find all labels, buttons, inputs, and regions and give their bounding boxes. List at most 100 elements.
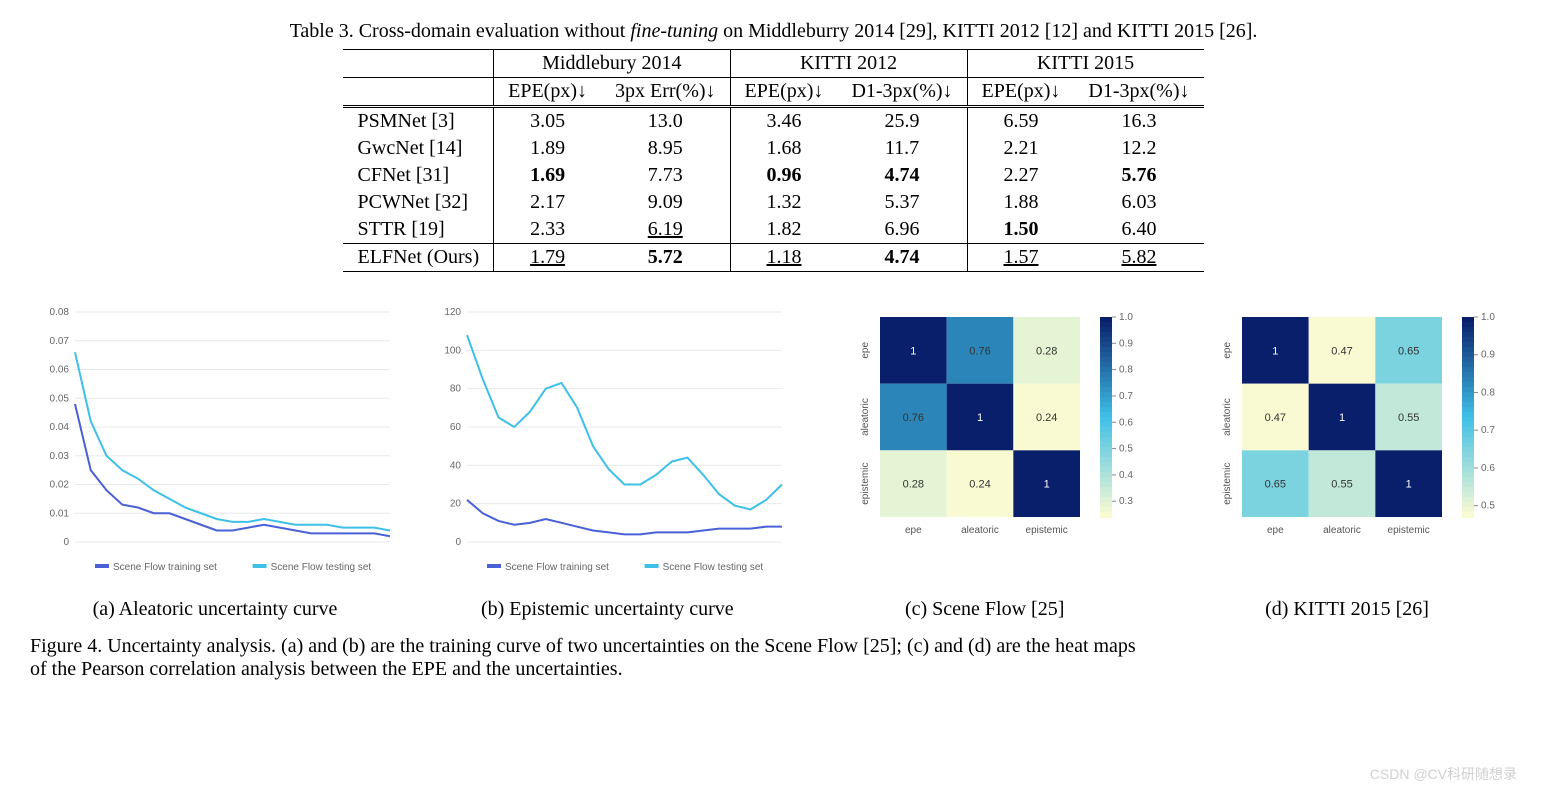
svg-text:0.28: 0.28 [1036,345,1057,357]
svg-text:1.0: 1.0 [1119,312,1133,323]
table-cell: 1.79 [494,244,601,272]
svg-text:0.05: 0.05 [50,393,70,404]
svg-text:0.01: 0.01 [50,508,70,519]
svg-text:100: 100 [445,345,462,356]
svg-text:epistemic: epistemic [1222,463,1233,505]
svg-text:0: 0 [456,537,462,548]
svg-text:0.6: 0.6 [1481,463,1495,474]
sub-header: EPE(px)↓ [730,78,837,107]
svg-text:0.76: 0.76 [969,345,990,357]
svg-text:0.47: 0.47 [1265,412,1286,424]
svg-text:40: 40 [450,460,462,471]
table-cell: 7.73 [601,162,730,189]
table-cell: 13.0 [601,107,730,136]
svg-text:0.06: 0.06 [50,365,70,376]
svg-text:0.9: 0.9 [1481,350,1495,361]
panel-a-caption: (a) Aleatoric uncertainty curve [30,598,400,621]
watermark: CSDN @CV科研随想录 [1370,764,1517,784]
table-cell: 1.32 [730,189,837,216]
table-cell: 12.2 [1074,135,1203,162]
panel-b: 020406080100120Scene Flow training setSc… [422,302,792,621]
table-cell: 6.59 [967,107,1074,136]
panel-d-caption: (d) KITTI 2015 [26] [1177,598,1517,621]
svg-text:aleatoric: aleatoric [1323,525,1361,536]
table-caption: Table 3. Cross-domain evaluation without… [30,20,1517,43]
table-cell: 1.88 [967,189,1074,216]
panel-c-caption: (c) Scene Flow [25] [815,598,1155,621]
svg-text:1: 1 [1272,345,1278,357]
svg-text:0.55: 0.55 [1331,479,1352,491]
table-cell: 8.95 [601,135,730,162]
svg-text:Scene Flow testing set: Scene Flow testing set [271,562,372,573]
svg-text:epe: epe [905,525,922,536]
svg-text:0: 0 [63,537,69,548]
sceneflow-heatmap: 10.760.280.7610.240.280.241epealeatorice… [815,302,1155,582]
svg-text:0.9: 0.9 [1119,338,1133,349]
panel-b-caption: (b) Epistemic uncertainty curve [422,598,792,621]
svg-text:0.55: 0.55 [1398,412,1419,424]
method-cell: PSMNet [3] [343,107,493,136]
table-cell: 16.3 [1074,107,1203,136]
table-cell: 4.74 [837,162,967,189]
sub-header: D1-3px(%)↓ [1074,78,1203,107]
svg-text:1: 1 [977,412,983,424]
svg-text:0.3: 0.3 [1119,496,1133,507]
svg-text:aleatoric: aleatoric [961,525,999,536]
kitti-heatmap: 10.470.650.4710.550.650.551epealeatorice… [1177,302,1517,582]
table-cell: 6.40 [1074,216,1203,244]
svg-text:0.76: 0.76 [902,412,923,424]
method-cell: ELFNet (Ours) [343,244,493,272]
svg-text:0.8: 0.8 [1481,387,1495,398]
caption-prefix: Table 3. Cross-domain evaluation without [290,20,631,42]
panel-a: 00.010.020.030.040.050.060.070.08Scene F… [30,302,400,621]
svg-text:0.03: 0.03 [50,451,70,462]
table-cell: 11.7 [837,135,967,162]
figure-caption: Figure 4. Uncertainty analysis. (a) and … [30,635,1517,681]
svg-text:epe: epe [1267,525,1284,536]
table-cell: 6.96 [837,216,967,244]
svg-text:1: 1 [1043,479,1049,491]
svg-text:0.28: 0.28 [902,479,923,491]
table-cell: 1.89 [494,135,601,162]
cross-domain-table: Middlebury 2014 KITTI 2012 KITTI 2015 EP… [343,49,1203,272]
table-cell: 4.74 [837,244,967,272]
caption-italic: fine-tuning [630,20,718,42]
table-cell: 5.82 [1074,244,1203,272]
svg-text:Scene Flow training set: Scene Flow training set [113,562,217,573]
svg-text:0.08: 0.08 [50,307,70,318]
svg-text:aleatoric: aleatoric [860,398,871,436]
svg-text:120: 120 [445,307,462,318]
panel-d: 10.470.650.4710.550.650.551epealeatorice… [1177,302,1517,621]
panel-c: 10.760.280.7610.240.280.241epealeatorice… [815,302,1155,621]
svg-text:0.07: 0.07 [50,336,70,347]
table-cell: 1.50 [967,216,1074,244]
epistemic-line-chart: 020406080100120Scene Flow training setSc… [422,302,792,582]
table-cell: 6.03 [1074,189,1203,216]
method-cell: GwcNet [14] [343,135,493,162]
table-cell: 9.09 [601,189,730,216]
method-cell: STTR [19] [343,216,493,244]
sub-header: 3px Err(%)↓ [601,78,730,107]
svg-text:0.24: 0.24 [969,479,990,491]
table-cell: 1.69 [494,162,601,189]
svg-text:epistemic: epistemic [860,463,871,505]
caption-suffix: on Middleburry 2014 [29], KITTI 2012 [12… [718,20,1257,42]
svg-text:0.7: 0.7 [1481,425,1495,436]
sub-header: EPE(px)↓ [494,78,601,107]
table-cell: 3.46 [730,107,837,136]
svg-text:0.02: 0.02 [50,480,70,491]
sub-header: EPE(px)↓ [967,78,1074,107]
table-cell: 3.05 [494,107,601,136]
svg-text:0.6: 0.6 [1119,417,1133,428]
method-cell: PCWNet [32] [343,189,493,216]
table-cell: 5.37 [837,189,967,216]
svg-text:0.47: 0.47 [1331,345,1352,357]
group-header: KITTI 2015 [967,50,1203,78]
svg-text:0.24: 0.24 [1036,412,1057,424]
svg-text:1: 1 [1339,412,1345,424]
svg-text:0.5: 0.5 [1119,444,1133,455]
table-cell: 25.9 [837,107,967,136]
table-cell: 2.17 [494,189,601,216]
svg-text:0.7: 0.7 [1119,391,1133,402]
table-cell: 1.57 [967,244,1074,272]
